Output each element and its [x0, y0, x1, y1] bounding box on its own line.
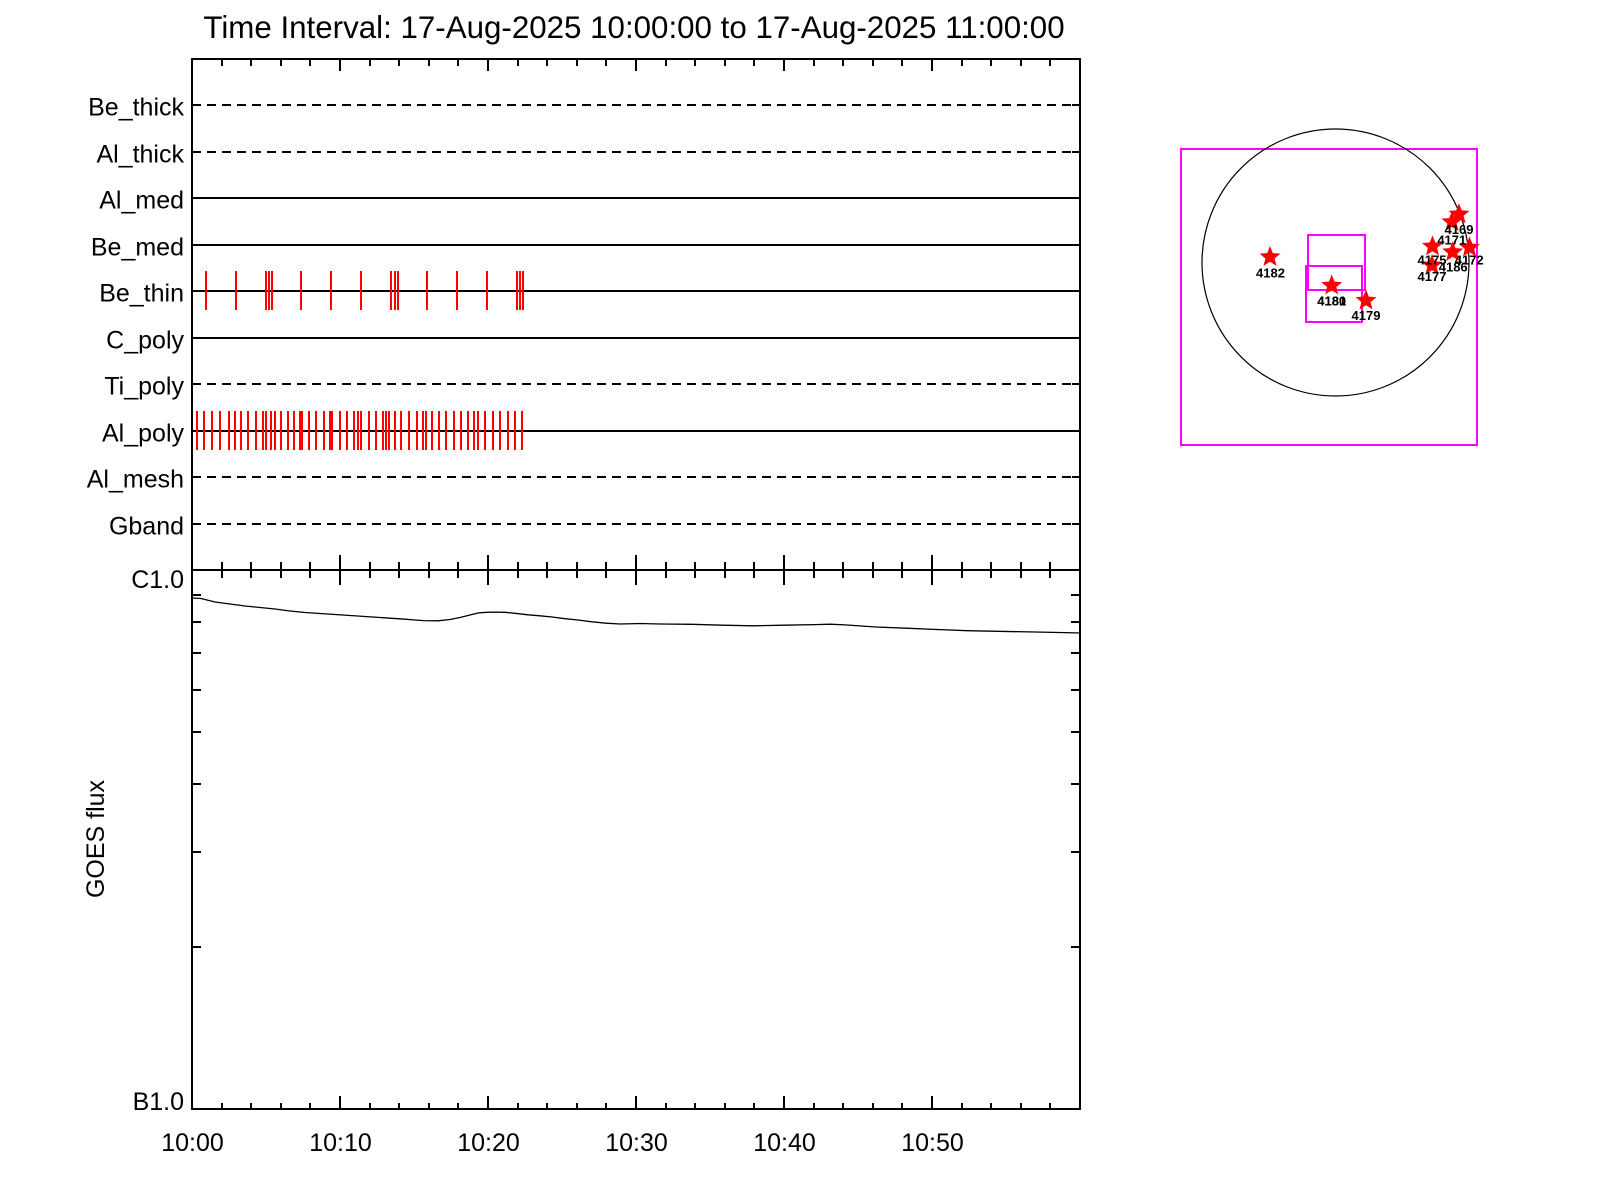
svg-text:Gband: Gband — [109, 513, 184, 541]
svg-text:10:00: 10:00 — [161, 1129, 224, 1157]
svg-text:4175: 4175 — [1418, 253, 1447, 268]
svg-text:10:40: 10:40 — [753, 1129, 816, 1157]
svg-text:Be_med: Be_med — [91, 234, 184, 262]
svg-text:4181: 4181 — [1317, 294, 1346, 309]
svg-text:C1.0: C1.0 — [131, 566, 184, 594]
svg-text:Al_mesh: Al_mesh — [87, 466, 184, 494]
svg-text:10:20: 10:20 — [457, 1129, 520, 1157]
svg-text:10:50: 10:50 — [901, 1129, 964, 1157]
svg-text:4169: 4169 — [1445, 222, 1474, 237]
svg-text:4179: 4179 — [1352, 308, 1381, 323]
svg-text:Ti_poly: Ti_poly — [104, 373, 184, 401]
svg-text:Be_thin: Be_thin — [99, 280, 184, 308]
svg-text:4171: 4171 — [1437, 233, 1466, 248]
svg-text:Al_poly: Al_poly — [102, 420, 184, 448]
svg-text:Be_thick: Be_thick — [88, 94, 184, 122]
svg-text:C_poly: C_poly — [106, 327, 184, 355]
svg-text:Time Interval: 17-Aug-2025 10:: Time Interval: 17-Aug-2025 10:00:00 to 1… — [203, 10, 1064, 45]
svg-text:4182: 4182 — [1256, 266, 1285, 281]
svg-text:10:30: 10:30 — [605, 1129, 668, 1157]
svg-text:4177: 4177 — [1418, 269, 1447, 284]
svg-text:4180: 4180 — [1317, 294, 1346, 309]
svg-text:Al_thick: Al_thick — [96, 141, 184, 169]
svg-text:Al_med: Al_med — [99, 187, 184, 215]
svg-text:4186: 4186 — [1439, 260, 1468, 275]
svg-text:10:10: 10:10 — [309, 1129, 372, 1157]
svg-text:B1.0: B1.0 — [133, 1088, 184, 1116]
svg-text:GOES flux: GOES flux — [82, 779, 110, 898]
svg-text:4172: 4172 — [1455, 253, 1484, 268]
